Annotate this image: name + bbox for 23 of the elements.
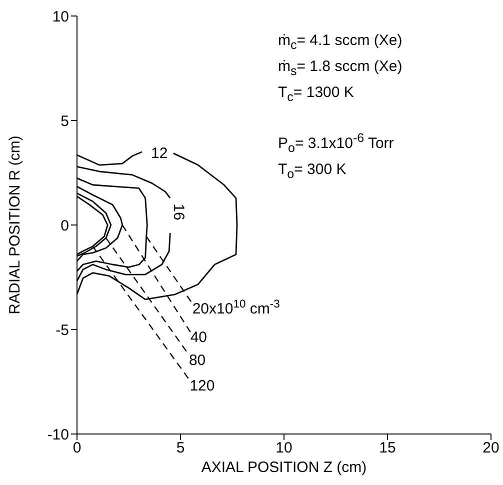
text: 40	[190, 329, 208, 346]
y-tick-label: 0	[60, 217, 69, 234]
y-axis-title: RADIAL POSITION R (cm)	[6, 136, 24, 314]
x-tick-label: 0	[72, 440, 82, 457]
x-tick-label: 20	[482, 440, 500, 457]
annotation: T$_{o}$= 300 K	[278, 160, 348, 183]
y-tick-label: 10	[52, 8, 69, 26]
x-tick-label: 15	[379, 440, 396, 457]
y-tick-label: 5	[60, 112, 69, 130]
annotation: ṁ$_{c}$= 4.1 sccm (Xe)	[278, 31, 402, 54]
annotation: P$_{o}$= 3.1x10$^{-6}$ Torr	[278, 130, 395, 157]
text: 120	[190, 377, 215, 394]
text: 80	[188, 352, 206, 369]
x-tick-label: 5	[176, 440, 185, 457]
annotation: T$_{c}$= 1300 K	[278, 83, 355, 106]
y-tick-label: -5	[56, 322, 69, 339]
x-tick-label: 10	[276, 440, 292, 457]
text: 16	[170, 204, 188, 220]
x-axis-title: AXIAL POSITION Z (cm)	[201, 459, 367, 476]
text: 20x10$^{10}$ cm$^{-3}$	[192, 298, 280, 318]
annotation: ṁ$_{s}$= 1.8 sccm (Xe)	[278, 57, 402, 80]
y-tick-label: -10	[47, 426, 69, 444]
series-label: 12	[151, 144, 168, 162]
